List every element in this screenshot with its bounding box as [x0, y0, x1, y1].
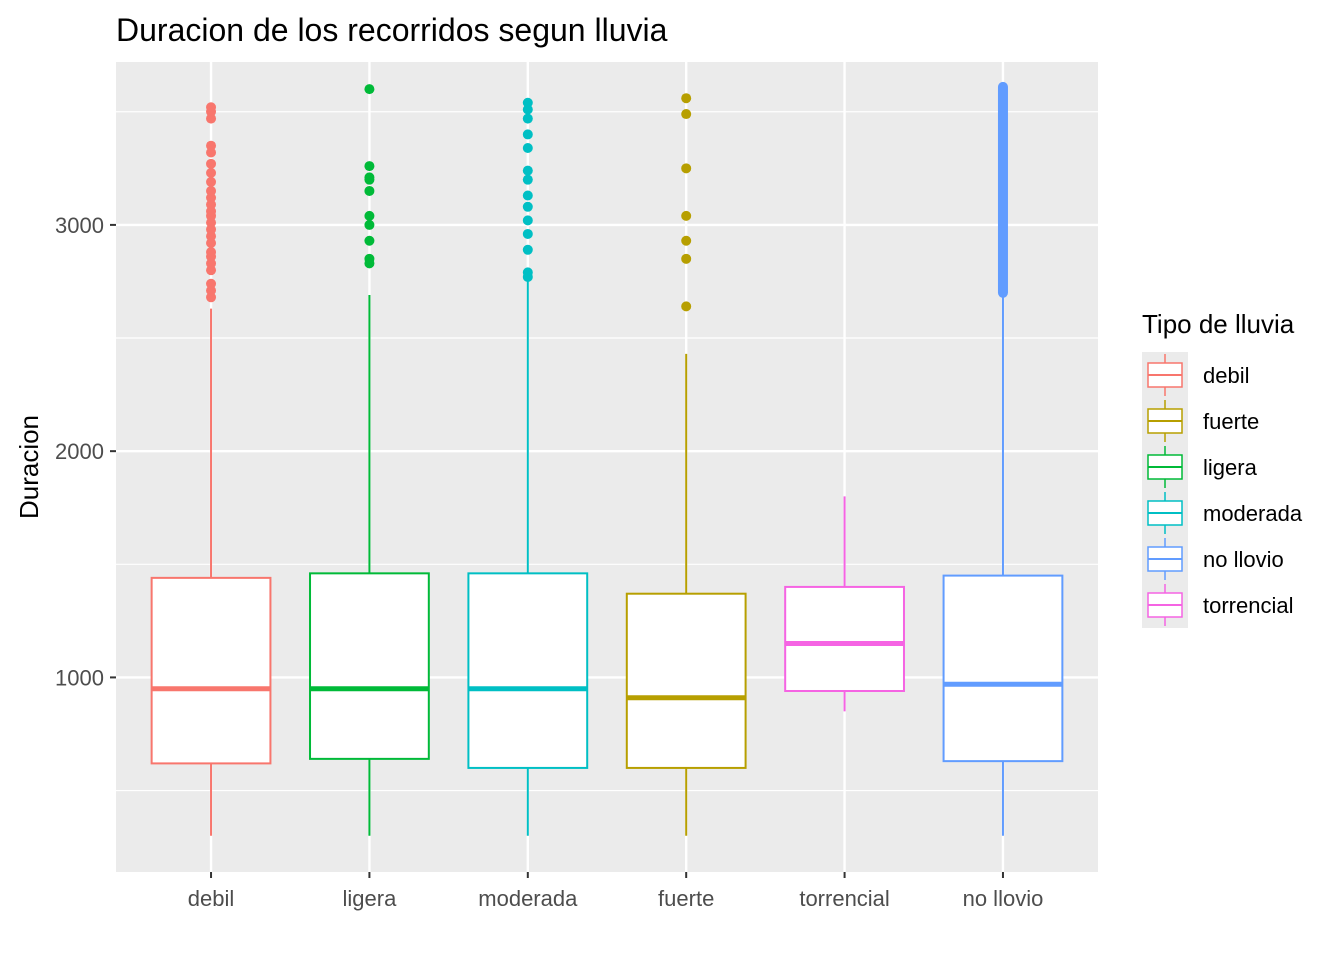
box-iqr [625, 592, 747, 769]
legend-key-background [1142, 352, 1188, 628]
outlier-point [206, 140, 217, 151]
outlier-point [681, 253, 692, 264]
outlier-point [206, 185, 217, 196]
outlier-point [364, 185, 375, 196]
outlier-point [522, 228, 533, 239]
box-iqr [784, 585, 905, 692]
x-tick-label: no llovio [963, 886, 1044, 911]
box-ligera [309, 84, 430, 836]
outlier-point [364, 253, 375, 264]
outlier-point [364, 210, 375, 221]
outlier-point [522, 215, 533, 226]
legend-item-ligera: ligera [1147, 446, 1258, 488]
outlier-point [522, 142, 533, 153]
outlier-point [681, 163, 692, 174]
outlier-point [522, 97, 533, 108]
outlier-point [364, 219, 375, 230]
outlier-point [522, 113, 533, 124]
box-debil [150, 102, 272, 836]
box-iqr [309, 572, 430, 760]
legend: Tipo de lluvia debil fuerte ligera moderada… [1142, 309, 1303, 628]
outlier-point [206, 247, 217, 258]
x-tick-label: torrencial [799, 886, 889, 911]
outlier-point [206, 102, 217, 113]
box-no-llovio [942, 81, 1064, 836]
x-tick-label: moderada [478, 886, 578, 911]
box-moderada [467, 97, 589, 836]
y-axis-title: Duracion [14, 415, 44, 519]
box-iqr [942, 574, 1064, 763]
outlier-point [206, 278, 217, 289]
outlier-point [206, 167, 217, 178]
plot-panel [116, 62, 1098, 872]
outlier-point [522, 190, 533, 201]
legend-item-debil: debil [1147, 354, 1249, 396]
legend-label: moderada [1203, 501, 1303, 526]
chart-title: Duracion de los recorridos segun lluvia [116, 12, 668, 48]
box-iqr [467, 572, 589, 769]
x-tick-label: fuerte [658, 886, 714, 911]
y-tick-label: 3000 [55, 213, 104, 238]
outlier-point [206, 176, 217, 187]
legend-label: torrencial [1203, 593, 1293, 618]
outlier-point [364, 84, 375, 95]
legend-label: fuerte [1203, 409, 1259, 434]
y-tick-label: 1000 [55, 665, 104, 690]
box-torrencial [784, 496, 905, 712]
boxes [150, 81, 1064, 836]
legend-label: debil [1203, 363, 1249, 388]
legend-label: no llovio [1203, 547, 1284, 572]
x-tick-label: debil [188, 886, 234, 911]
outlier-band [997, 81, 1008, 298]
outlier-point [364, 172, 375, 183]
outlier-point [522, 165, 533, 176]
x-tick-label: ligera [343, 886, 398, 911]
outlier-point [681, 235, 692, 246]
y-axis: 1000 2000 3000 [55, 213, 116, 690]
box-fuerte [625, 93, 747, 836]
outlier-point [206, 158, 217, 169]
outlier-point [364, 235, 375, 246]
legend-title: Tipo de lluvia [1142, 309, 1295, 339]
outlier-point [522, 267, 533, 278]
outlier-point [522, 201, 533, 212]
box-iqr [150, 576, 272, 765]
outlier-point [522, 244, 533, 255]
legend-item-moderada: moderada [1147, 492, 1303, 534]
legend-item-no-llovio: no llovio [1147, 538, 1284, 580]
legend-item-torrencial: torrencial [1147, 584, 1293, 626]
outlier-point [681, 109, 692, 120]
outlier-point [681, 301, 692, 312]
outlier-point [364, 161, 375, 172]
outlier-point [522, 174, 533, 185]
outlier-point [681, 210, 692, 221]
y-tick-label: 2000 [55, 439, 104, 464]
legend-item-fuerte: fuerte [1147, 400, 1259, 442]
x-axis: debil ligera moderada fuerte torrencial no ll… [188, 872, 1044, 911]
outlier-point [522, 129, 533, 140]
outlier-point [681, 93, 692, 104]
legend-label: ligera [1203, 455, 1258, 480]
